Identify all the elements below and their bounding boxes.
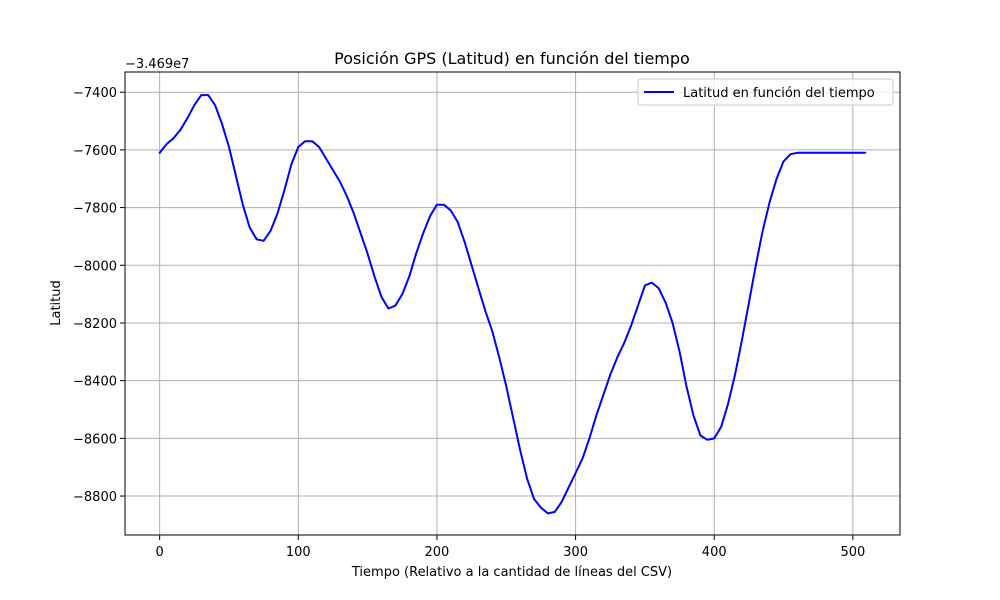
legend: Latitud en función del tiempo [637,78,894,106]
plot-frame [124,71,901,536]
y-tick-label-7: −8800 [73,490,117,505]
y-tick-label-6: −8600 [73,432,117,447]
y-offset-text: −3.469e7 [125,57,189,72]
legend-box [637,78,894,106]
x-axis-label: Tiempo (Relativo a la cantidad de líneas… [351,565,672,580]
y-tick-label-1: −7600 [73,144,117,159]
x-tick-label-1: 100 [286,545,311,560]
grid [125,72,900,535]
y-tick-label-3: −8000 [73,259,117,274]
y-axis-label: Latitud [49,280,64,326]
y-tick-label-5: −8400 [73,375,117,390]
chart-title: Posición GPS (Latitud) en función del ti… [334,49,690,68]
x-tick-label-2: 200 [425,545,450,560]
y-tick-label-0: −7400 [73,86,117,101]
y-tick-label-2: −7800 [73,202,117,217]
legend-label: Latitud en función del tiempo [683,86,875,101]
series-line-0 [158,94,867,515]
x-tick-label-4: 400 [702,545,727,560]
x-tick-label-5: 500 [840,545,865,560]
axis-ticks: 0 100 200 300 400 500 −7400 −7600 −7800 −8000 −820… [73,86,865,560]
y-tick-label-4: −8200 [73,317,117,332]
x-tick-label-0: 0 [156,545,164,560]
x-tick-label-3: 300 [563,545,588,560]
series-layer [158,94,867,515]
